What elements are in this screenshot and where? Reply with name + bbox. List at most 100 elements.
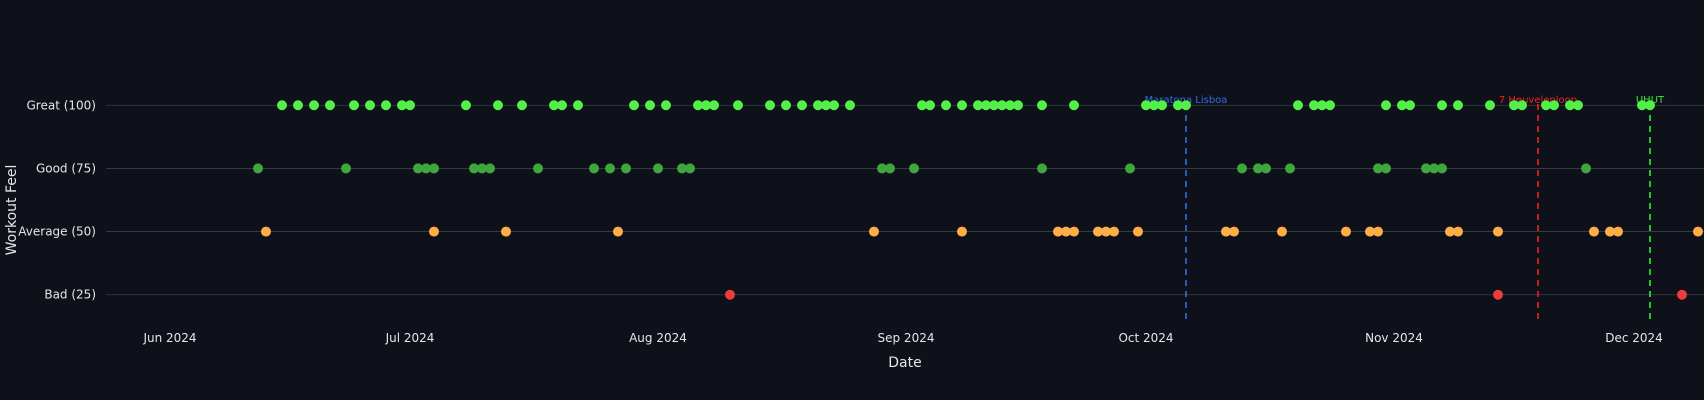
- data-point-average: [429, 226, 439, 237]
- data-point-great: [917, 100, 927, 111]
- data-point-average: [1221, 226, 1231, 237]
- x-tick-label: Nov 2024: [1365, 331, 1423, 345]
- data-point-great: [405, 100, 415, 111]
- data-point-great: [1037, 100, 1047, 111]
- data-point-good: [1261, 163, 1271, 174]
- data-point-average: [1053, 226, 1063, 237]
- data-point-good: [685, 163, 695, 174]
- data-point-great: [517, 100, 527, 111]
- data-point-great: [957, 100, 967, 111]
- data-point-good: [1285, 163, 1295, 174]
- data-point-good: [341, 163, 351, 174]
- data-point-good: [589, 163, 599, 174]
- data-point-average: [1693, 226, 1703, 237]
- data-point-average: [1365, 226, 1375, 237]
- data-point-great: [709, 100, 719, 111]
- data-points: [253, 100, 1703, 300]
- data-point-great: [813, 100, 823, 111]
- data-point-great: [1181, 100, 1191, 111]
- data-point-great: [1645, 100, 1655, 111]
- data-point-great: [829, 100, 839, 111]
- data-point-good: [477, 163, 487, 174]
- data-point-good: [413, 163, 423, 174]
- data-point-great: [1485, 100, 1495, 111]
- data-point-great: [493, 100, 503, 111]
- data-point-good: [1429, 163, 1439, 174]
- data-point-great: [925, 100, 935, 111]
- data-point-average: [1445, 226, 1455, 237]
- data-point-great: [1013, 100, 1023, 111]
- data-point-great: [693, 100, 703, 111]
- data-point-good: [909, 163, 919, 174]
- data-point-good: [621, 163, 631, 174]
- data-point-average: [1101, 226, 1111, 237]
- data-point-average: [957, 226, 967, 237]
- data-point-good: [1421, 163, 1431, 174]
- data-point-great: [397, 100, 407, 111]
- data-point-good: [429, 163, 439, 174]
- data-point-great: [309, 100, 319, 111]
- data-point-great: [941, 100, 951, 111]
- data-point-great: [1317, 100, 1327, 111]
- data-point-great: [981, 100, 991, 111]
- data-point-good: [1125, 163, 1135, 174]
- data-point-average: [1589, 226, 1599, 237]
- x-tick-label: Oct 2024: [1118, 331, 1173, 345]
- data-point-great: [973, 100, 983, 111]
- data-point-great: [277, 100, 287, 111]
- data-point-great: [797, 100, 807, 111]
- y-tick-label: Bad (25): [44, 288, 96, 302]
- data-point-good: [1253, 163, 1263, 174]
- data-point-great: [1541, 100, 1551, 111]
- data-point-average: [1133, 226, 1143, 237]
- data-point-good: [1581, 163, 1591, 174]
- data-point-great: [1549, 100, 1559, 111]
- x-tick-label: Dec 2024: [1605, 331, 1663, 345]
- data-point-great: [1149, 100, 1159, 111]
- data-point-good: [485, 163, 495, 174]
- data-point-great: [1637, 100, 1647, 111]
- data-point-great: [989, 100, 999, 111]
- data-point-great: [1437, 100, 1447, 111]
- data-point-average: [261, 226, 271, 237]
- x-tick-label: Sep 2024: [878, 331, 935, 345]
- data-point-average: [1093, 226, 1103, 237]
- y-tick-label: Average (50): [18, 225, 96, 239]
- data-point-good: [533, 163, 543, 174]
- data-point-great: [365, 100, 375, 111]
- data-point-bad: [1677, 289, 1687, 300]
- data-point-good: [877, 163, 887, 174]
- x-tick-label: Jul 2024: [385, 331, 435, 345]
- x-axis-title: Date: [888, 355, 921, 371]
- x-tick-label: Jun 2024: [142, 331, 196, 345]
- data-point-great: [821, 100, 831, 111]
- data-point-average: [1069, 226, 1079, 237]
- data-point-great: [1157, 100, 1167, 111]
- data-point-good: [605, 163, 615, 174]
- data-point-great: [1293, 100, 1303, 111]
- data-point-good: [885, 163, 895, 174]
- data-point-good: [1437, 163, 1447, 174]
- y-axis-title: Workout Feel: [4, 165, 20, 256]
- data-point-average: [1061, 226, 1071, 237]
- data-point-great: [1309, 100, 1319, 111]
- data-point-average: [1341, 226, 1351, 237]
- data-point-great: [1405, 100, 1415, 111]
- data-point-average: [1453, 226, 1463, 237]
- data-point-great: [1397, 100, 1407, 111]
- data-point-good: [653, 163, 663, 174]
- x-axis-ticks: Jun 2024 Jul 2024 Aug 2024 Sep 2024 Oct 2024…: [142, 331, 1662, 345]
- data-point-great: [549, 100, 559, 111]
- data-point-good: [421, 163, 431, 174]
- data-point-good: [1237, 163, 1247, 174]
- data-point-average: [613, 226, 623, 237]
- data-point-average: [501, 226, 511, 237]
- data-point-great: [1141, 100, 1151, 111]
- data-point-great: [781, 100, 791, 111]
- data-point-great: [645, 100, 655, 111]
- data-point-great: [381, 100, 391, 111]
- data-point-great: [349, 100, 359, 111]
